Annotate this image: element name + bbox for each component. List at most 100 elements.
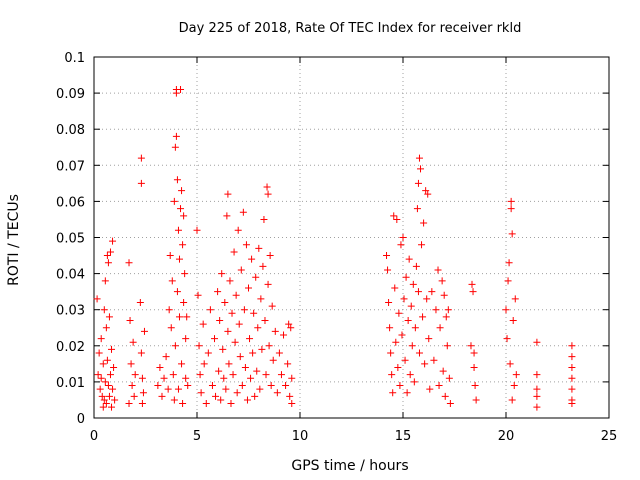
data-point: [109, 385, 117, 393]
data-point: [277, 371, 285, 379]
data-point: [158, 392, 166, 400]
y-tick-label: 0.04: [56, 268, 85, 283]
data-point: [184, 382, 192, 390]
data-point: [179, 400, 187, 408]
data-point: [422, 187, 430, 195]
data-point: [196, 371, 204, 379]
data-point: [243, 396, 251, 404]
data-point: [394, 363, 402, 371]
data-point: [171, 342, 179, 350]
data-point: [424, 190, 432, 198]
data-point: [231, 338, 239, 346]
data-point: [446, 400, 454, 408]
data-point: [131, 371, 139, 379]
data-point: [533, 403, 541, 411]
data-point: [102, 400, 110, 408]
data-point: [406, 371, 414, 379]
data-point: [411, 324, 419, 332]
data-point: [218, 270, 226, 278]
data-point: [101, 277, 109, 285]
data-point: [425, 335, 433, 343]
data-point: [180, 298, 188, 306]
data-point: [220, 374, 228, 382]
data-point: [405, 255, 413, 263]
data-point: [267, 382, 275, 390]
data-point: [156, 363, 164, 371]
data-point: [533, 371, 541, 379]
data-point: [393, 215, 401, 223]
data-point: [409, 280, 417, 288]
data-point: [435, 382, 443, 390]
data-point: [166, 252, 174, 260]
data-point: [138, 400, 146, 408]
data-point: [568, 400, 576, 408]
data-point: [98, 392, 106, 400]
data-point: [396, 382, 404, 390]
data-point: [471, 382, 479, 390]
data-point: [408, 342, 416, 350]
data-point: [199, 320, 207, 328]
data-point: [395, 309, 403, 317]
data-point: [383, 252, 391, 260]
data-point: [533, 385, 541, 393]
data-point: [415, 154, 423, 162]
data-point: [533, 338, 541, 346]
data-point: [507, 205, 515, 213]
data-point: [173, 176, 181, 184]
data-point: [407, 302, 415, 310]
data-point: [224, 327, 232, 335]
data-point: [384, 266, 392, 274]
data-point: [222, 385, 230, 393]
data-point: [414, 288, 422, 296]
data-point: [226, 277, 234, 285]
grid: [94, 57, 609, 418]
data-point: [169, 371, 177, 379]
data-point: [568, 363, 576, 371]
data-point: [241, 363, 249, 371]
data-point: [398, 331, 406, 339]
data-point: [217, 396, 225, 404]
data-point: [568, 353, 576, 361]
data-point: [130, 392, 138, 400]
data-point: [413, 205, 421, 213]
data-point: [255, 244, 263, 252]
y-tick-label: 0.1: [64, 51, 85, 66]
data-point: [418, 241, 426, 249]
x-tick-label: 0: [90, 429, 98, 444]
data-point: [167, 324, 175, 332]
data-point: [392, 338, 400, 346]
data-point: [271, 327, 279, 335]
data-point: [177, 205, 185, 213]
data-point: [193, 226, 201, 234]
data-point: [234, 226, 242, 234]
data-point: [504, 277, 512, 285]
data-point: [237, 266, 245, 274]
data-point: [252, 273, 260, 281]
data-point: [470, 349, 478, 357]
data-point: [154, 382, 162, 390]
data-point: [202, 400, 210, 408]
data-point: [264, 190, 272, 198]
data-point: [415, 349, 423, 357]
data-point: [385, 298, 393, 306]
data-point: [439, 367, 447, 375]
data-point: [282, 382, 290, 390]
data-point: [99, 360, 107, 368]
data-point: [260, 215, 268, 223]
x-tick-label: 25: [601, 429, 618, 444]
data-point: [253, 367, 261, 375]
data-point: [230, 248, 238, 256]
data-point: [139, 389, 147, 397]
data-point: [430, 356, 438, 364]
data-point: [94, 371, 102, 379]
data-point: [106, 248, 114, 256]
data-point: [428, 288, 436, 296]
data-point: [178, 360, 186, 368]
data-point: [472, 396, 480, 404]
data-point: [171, 143, 179, 151]
data-point: [423, 295, 431, 303]
data-point: [225, 360, 233, 368]
data-point: [442, 313, 450, 321]
data-point: [251, 392, 259, 400]
chart-title: Day 225 of 2018, Rate Of TEC Index for r…: [179, 21, 522, 36]
